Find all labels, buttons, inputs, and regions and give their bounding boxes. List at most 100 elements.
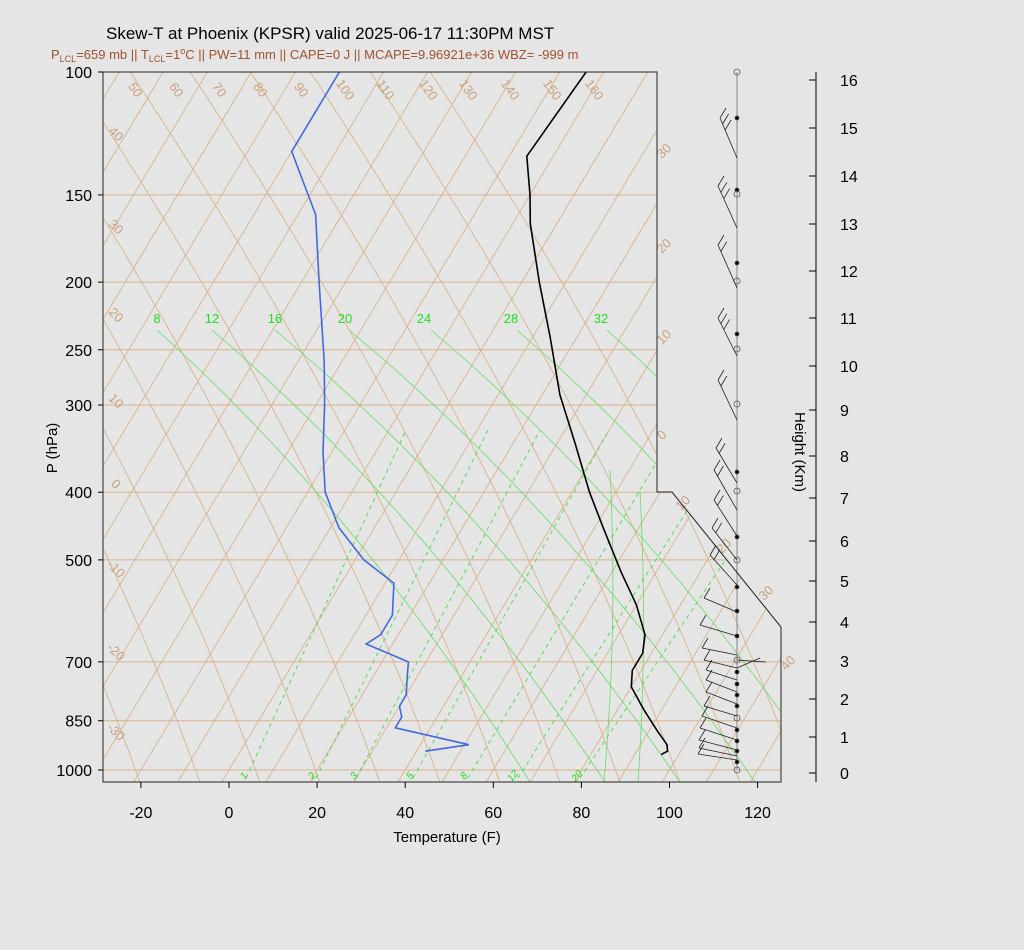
isotherm-line	[837, 56, 1024, 784]
wind-barb-flag	[720, 182, 728, 193]
wind-barb-flag	[718, 443, 726, 454]
isotherm-line	[881, 56, 1024, 784]
height-tick-label: 7	[840, 491, 849, 508]
p-tick-label: 250	[65, 343, 92, 360]
isotherm-label: 60	[166, 79, 187, 99]
mixing-ratio-label: 8	[458, 770, 470, 782]
isotherm-line	[103, 72, 394, 782]
wind-barb-flag	[717, 307, 725, 319]
wind-level-marker	[734, 703, 740, 709]
moist-adiabat	[430, 329, 781, 782]
temperature-profile	[525, 72, 669, 756]
isotherm-line	[660, 72, 781, 782]
isotherm-line	[175, 72, 614, 782]
height-tick-label: 16	[840, 73, 858, 90]
dewpoint-profile	[290, 72, 469, 752]
p-tick-label: 850	[65, 714, 92, 731]
wind-barb-flag	[711, 517, 719, 529]
wind-barb	[736, 659, 767, 663]
wind-barb	[699, 727, 738, 741]
wind-barb-flag	[703, 587, 711, 599]
moist-adiabat	[156, 329, 531, 782]
height-tick-label: 9	[840, 403, 849, 420]
moist-adiabat-label: 32	[594, 311, 608, 326]
wind-barb-flag	[699, 717, 707, 729]
mixing-ratio-line	[467, 429, 677, 779]
moist-adiabat-label: 28	[504, 311, 518, 326]
isotherm-line	[925, 56, 1024, 784]
isotherm-line	[103, 72, 306, 782]
isotherm-line	[0, 56, 84, 784]
wind-level-marker	[734, 260, 740, 266]
wind-barb-flag	[713, 459, 721, 471]
isotherm-line	[1013, 56, 1024, 784]
height-tick-label: 13	[840, 217, 858, 234]
mixing-ratio-label: 5	[404, 770, 416, 782]
mixing-ratio-line	[412, 429, 610, 779]
wind-barb-flag	[717, 234, 725, 246]
height-tick-label: 2	[840, 692, 849, 709]
wind-barb-flag	[717, 495, 724, 506]
p-tick-label: 300	[65, 398, 92, 415]
wind-barbs	[697, 68, 767, 774]
wind-barb-flag	[697, 743, 705, 755]
wind-barb-flag	[713, 549, 721, 560]
wind-barb-flag	[709, 544, 717, 556]
wind-barb	[717, 317, 738, 357]
wind-barb	[705, 691, 738, 705]
plot-frame	[102, 71, 782, 783]
height-tick-label: 3	[840, 654, 849, 671]
height-tick-label: 14	[840, 169, 858, 186]
p-tick-label: 500	[65, 553, 92, 570]
wind-barb-flag	[720, 241, 728, 252]
dry-adiabat	[269, 72, 691, 782]
wind-barb	[717, 244, 738, 289]
wind-level-marker	[734, 681, 740, 687]
wind-barb-flag	[715, 437, 723, 449]
wind-level-marker	[733, 714, 741, 722]
x-tick-label: 120	[744, 805, 771, 822]
wind-barb-flag	[717, 175, 725, 187]
height-tick-label: 8	[840, 449, 849, 466]
wind-barb-flag	[723, 319, 731, 330]
wind-level-marker	[733, 487, 741, 495]
wind-barb-flag	[705, 669, 713, 681]
moist-adiabat-label: 8	[153, 311, 160, 326]
moist-adiabat	[637, 491, 644, 782]
x-tick-label: 80	[573, 805, 591, 822]
isotherm-line	[616, 72, 781, 782]
wind-barb-flag	[713, 489, 721, 501]
dry-adiabat	[103, 72, 511, 782]
moist-adiabat-label: 24	[417, 311, 431, 326]
isotherm-line	[103, 72, 526, 782]
wind-barb	[699, 624, 738, 637]
chart-subtitle: PLCL=659 mb || TLCL=1oC || PW=11 mm || C…	[51, 46, 578, 64]
wind-barb	[698, 739, 738, 751]
wind-barb-flag	[699, 614, 707, 626]
wind-barb	[711, 527, 738, 561]
wind-barb-flag	[705, 659, 713, 671]
wind-level-marker	[734, 692, 740, 698]
p-tick-label: 100	[65, 65, 92, 82]
wind-level-marker	[733, 345, 741, 353]
height-tick-label: 0	[840, 766, 849, 783]
wind-barb	[713, 469, 738, 511]
wind-barb-flag	[698, 737, 706, 749]
isotherm-label: 90	[291, 79, 312, 99]
wind-level-marker	[733, 766, 741, 774]
isotherm-line	[793, 56, 1024, 784]
wind-level-marker	[734, 669, 740, 675]
height-tick-label: 6	[840, 534, 849, 551]
plot-area	[103, 72, 781, 782]
dry-adiabat	[389, 72, 781, 782]
height-axis-label: Height (Km)	[791, 412, 808, 492]
height-tick-label: 5	[840, 574, 849, 591]
x-tick-label: 20	[308, 805, 326, 822]
wind-level-marker	[734, 759, 740, 765]
y-axis-label: P (hPa)	[44, 423, 61, 474]
dry-adiabat	[0, 12, 30, 812]
wind-barb-flag	[724, 119, 732, 131]
wind-barb-flag	[715, 522, 723, 534]
isotherm-line	[704, 72, 781, 782]
moist-adiabat	[603, 469, 614, 782]
